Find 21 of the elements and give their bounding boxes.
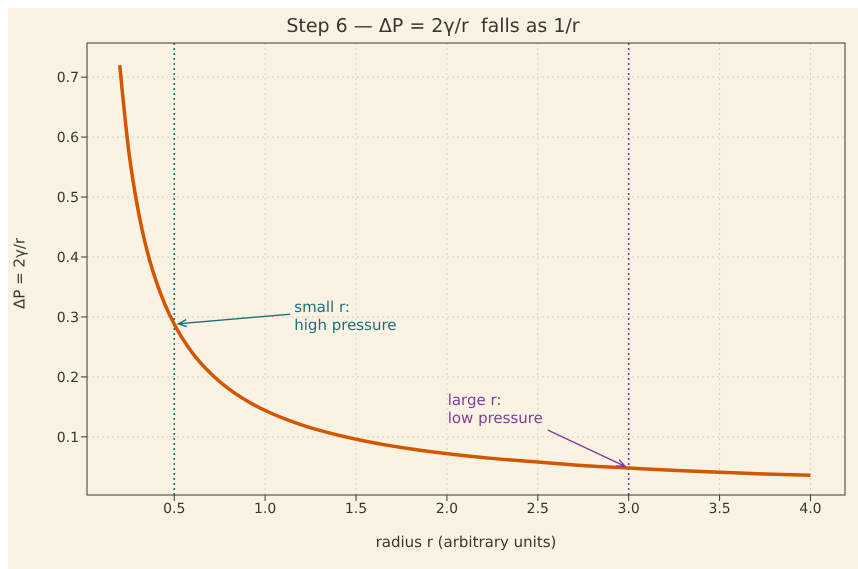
y-tick-label: 0.6 xyxy=(56,130,80,146)
chart-title: Step 6 — ΔP = 2γ/r falls as 1/r xyxy=(286,15,580,37)
x-tick-label: 1.0 xyxy=(254,500,276,517)
line-series xyxy=(118,63,812,477)
y-tick-label: 0.7 xyxy=(56,70,79,86)
x-tick-label: 2.0 xyxy=(436,500,458,517)
y-tick-label: 0.2 xyxy=(56,370,79,386)
y-tick-label: 0.5 xyxy=(56,190,79,206)
x-tick-label: 4.0 xyxy=(799,500,822,517)
x-tick-label: 0.5 xyxy=(163,500,186,517)
x-tick-label: 1.5 xyxy=(344,500,368,517)
annotation: small r: high pressure xyxy=(294,298,397,334)
y-axis-title: ΔP = 2γ/r xyxy=(10,237,28,309)
x-tick-label: 3.0 xyxy=(618,500,640,517)
x-axis-title: radius r (arbitrary units) xyxy=(376,533,556,551)
x-tick-label: 2.5 xyxy=(526,500,549,517)
y-tick-label: 0.1 xyxy=(56,430,79,446)
annotation: large r: low pressure xyxy=(448,391,543,428)
y-tick-label: 0.3 xyxy=(56,310,79,326)
x-tick-label: 3.5 xyxy=(708,500,731,517)
y-tick-label: 0.4 xyxy=(56,250,80,266)
